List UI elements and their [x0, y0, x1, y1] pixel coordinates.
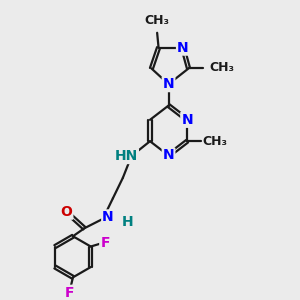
Text: CH₃: CH₃ — [145, 14, 169, 27]
Text: HN: HN — [115, 149, 138, 163]
Text: H: H — [122, 215, 133, 229]
Text: O: O — [60, 205, 72, 219]
Text: F: F — [100, 236, 110, 250]
Text: F: F — [65, 286, 74, 300]
Text: CH₃: CH₃ — [209, 61, 234, 74]
Text: CH₃: CH₃ — [203, 135, 228, 148]
Text: N: N — [163, 77, 174, 91]
Text: N: N — [181, 113, 193, 127]
Text: N: N — [177, 40, 189, 55]
Text: N: N — [102, 210, 114, 224]
Text: N: N — [163, 148, 174, 163]
